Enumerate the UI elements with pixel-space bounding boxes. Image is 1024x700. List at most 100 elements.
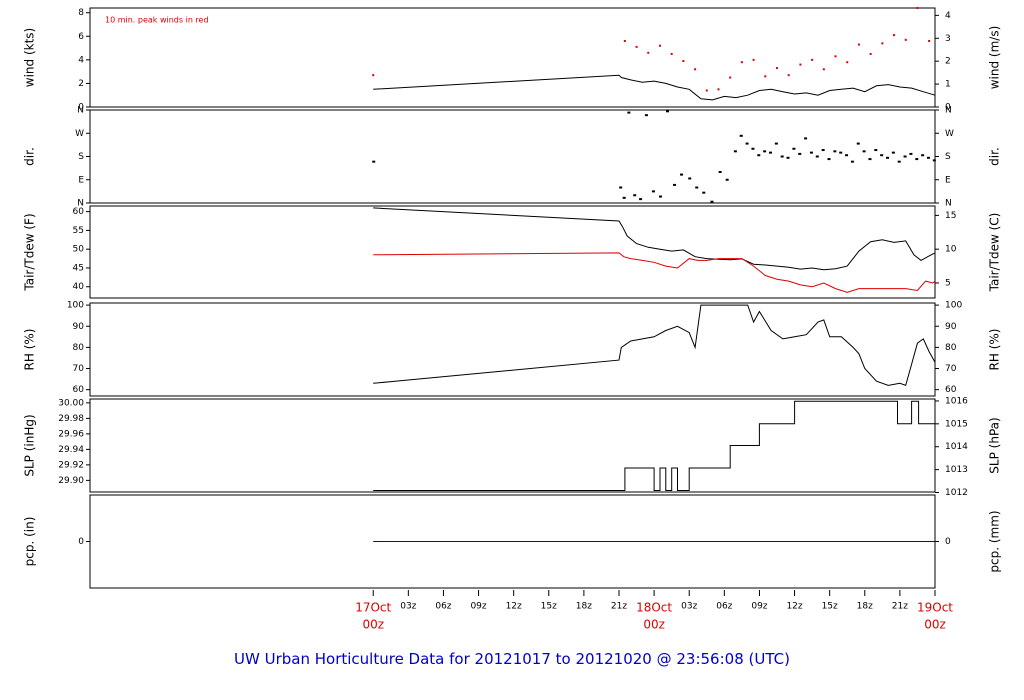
data-point-wind xyxy=(623,40,626,42)
data-point-dir xyxy=(862,150,866,153)
data-point-wind xyxy=(658,44,661,47)
data-point-dir xyxy=(763,150,767,153)
data-point-dir xyxy=(627,111,631,114)
data-point-dir xyxy=(757,154,761,157)
y-axis-title-left-temp: Tair/Tdew (F) xyxy=(23,213,37,291)
data-point-dir xyxy=(798,152,802,155)
y-tick-label-right-rh: 80 xyxy=(945,343,957,353)
x-tick-label: 18z xyxy=(857,602,873,612)
y-tick-label-left-wind: 6 xyxy=(78,32,84,42)
data-point-dir xyxy=(688,177,692,180)
y-tick-label-left-slp: 29.98 xyxy=(58,414,84,424)
y-tick-label-left-rh: 70 xyxy=(73,364,85,374)
data-point-wind xyxy=(740,61,743,64)
data-point-wind xyxy=(787,74,790,77)
x-tick-label: 06z xyxy=(716,602,732,612)
y-tick-label-left-rh: 80 xyxy=(73,343,85,353)
data-point-dir xyxy=(792,147,796,150)
data-point-wind xyxy=(776,67,779,70)
data-point-dir xyxy=(751,147,755,150)
data-point-wind xyxy=(635,45,638,48)
x-tick-label: 03z xyxy=(400,602,416,612)
y-tick-label-left-temp: 55 xyxy=(73,226,84,236)
y-tick-label-right-slp: 1015 xyxy=(945,419,968,429)
data-point-dir xyxy=(809,151,813,154)
data-point-dir xyxy=(786,156,790,159)
data-point-wind xyxy=(717,88,720,91)
x-tick-label: 21z xyxy=(892,602,908,612)
data-point-dir xyxy=(673,183,677,186)
data-point-dir xyxy=(926,156,930,159)
y-tick-label-left-dir: S xyxy=(78,152,84,162)
data-point-dir xyxy=(745,142,749,145)
data-point-dir xyxy=(880,154,884,157)
panel-frame-dir xyxy=(89,109,936,204)
data-point-dir xyxy=(827,158,831,161)
y-tick-label-right-slp: 1014 xyxy=(945,442,968,452)
y-tick-label-right-rh: 60 xyxy=(945,385,957,395)
data-point-wind xyxy=(752,58,755,61)
data-point-dir xyxy=(886,156,890,159)
data-point-wind xyxy=(811,58,814,61)
y-axis-title-right-slp: SLP (hPa) xyxy=(988,417,1002,473)
data-point-dir xyxy=(874,149,878,152)
x-tick-label: 15z xyxy=(822,602,838,612)
x-tick-label: 09z xyxy=(470,602,486,612)
y-tick-label-left-temp: 60 xyxy=(73,207,85,217)
y-tick-label-right-wind: 1 xyxy=(945,80,951,90)
data-point-wind xyxy=(834,55,837,58)
data-point-wind xyxy=(372,74,375,77)
data-point-wind xyxy=(928,40,931,42)
data-point-dir xyxy=(718,171,722,173)
data-point-wind xyxy=(846,61,849,64)
series-line-slp-0 xyxy=(373,400,935,491)
data-point-wind xyxy=(869,52,872,55)
data-point-dir xyxy=(702,191,706,194)
y-tick-label-left-slp: 29.90 xyxy=(58,476,84,486)
data-point-wind xyxy=(729,76,732,79)
y-tick-label-right-wind: 3 xyxy=(945,34,951,44)
y-axis-title-left-slp: SLP (inHg) xyxy=(23,414,37,476)
panel-frame-wind xyxy=(89,7,936,108)
y-tick-label-right-dir: N xyxy=(945,106,952,116)
data-point-dir xyxy=(804,137,808,140)
data-point-dir xyxy=(915,158,919,161)
series-line-rh-0 xyxy=(373,304,936,387)
y-tick-label-left-slp: 29.92 xyxy=(58,460,84,470)
y-tick-label-left-dir: W xyxy=(75,129,84,139)
data-point-wind xyxy=(799,63,802,66)
y-tick-label-right-wind: 4 xyxy=(945,11,951,21)
x-tick-label: 15z xyxy=(541,602,557,612)
y-tick-label-left-wind: 8 xyxy=(78,8,84,18)
data-point-wind xyxy=(682,60,685,63)
y-tick-label-left-dir: N xyxy=(77,199,84,209)
y-tick-label-left-temp: 45 xyxy=(73,263,84,273)
y-axis-title-left-dir: dir. xyxy=(23,147,37,166)
y-tick-label-right-slp: 1013 xyxy=(945,465,968,475)
data-point-dir xyxy=(658,195,662,198)
data-point-dir xyxy=(710,200,714,203)
y-tick-label-right-temp: 15 xyxy=(945,211,956,221)
data-point-dir xyxy=(695,186,699,189)
data-point-wind xyxy=(670,52,673,55)
data-point-dir xyxy=(768,151,772,154)
x-tick-date-hour-label: 00z xyxy=(362,618,384,632)
y-tick-label-left-temp: 50 xyxy=(73,245,85,255)
y-axis-title-right-pcp: pcp. (mm) xyxy=(988,510,1002,572)
y-tick-label-left-rh: 90 xyxy=(73,322,85,332)
y-tick-label-right-temp: 10 xyxy=(945,245,957,255)
x-tick-label: 03z xyxy=(681,602,697,612)
data-point-dir xyxy=(845,154,849,157)
data-point-dir xyxy=(680,173,684,176)
data-point-dir xyxy=(891,151,895,154)
x-tick-label: 18z xyxy=(576,602,592,612)
data-point-wind xyxy=(705,89,708,92)
y-tick-label-right-dir: W xyxy=(945,129,954,139)
data-point-dir xyxy=(733,150,737,153)
data-point-wind xyxy=(904,38,907,41)
y-tick-label-right-rh: 70 xyxy=(945,364,957,374)
data-point-dir xyxy=(903,155,907,158)
y-tick-label-left-rh: 60 xyxy=(73,385,85,395)
y-tick-label-left-slp: 29.96 xyxy=(58,429,84,439)
x-tick-date-hour-label: 00z xyxy=(924,618,946,632)
